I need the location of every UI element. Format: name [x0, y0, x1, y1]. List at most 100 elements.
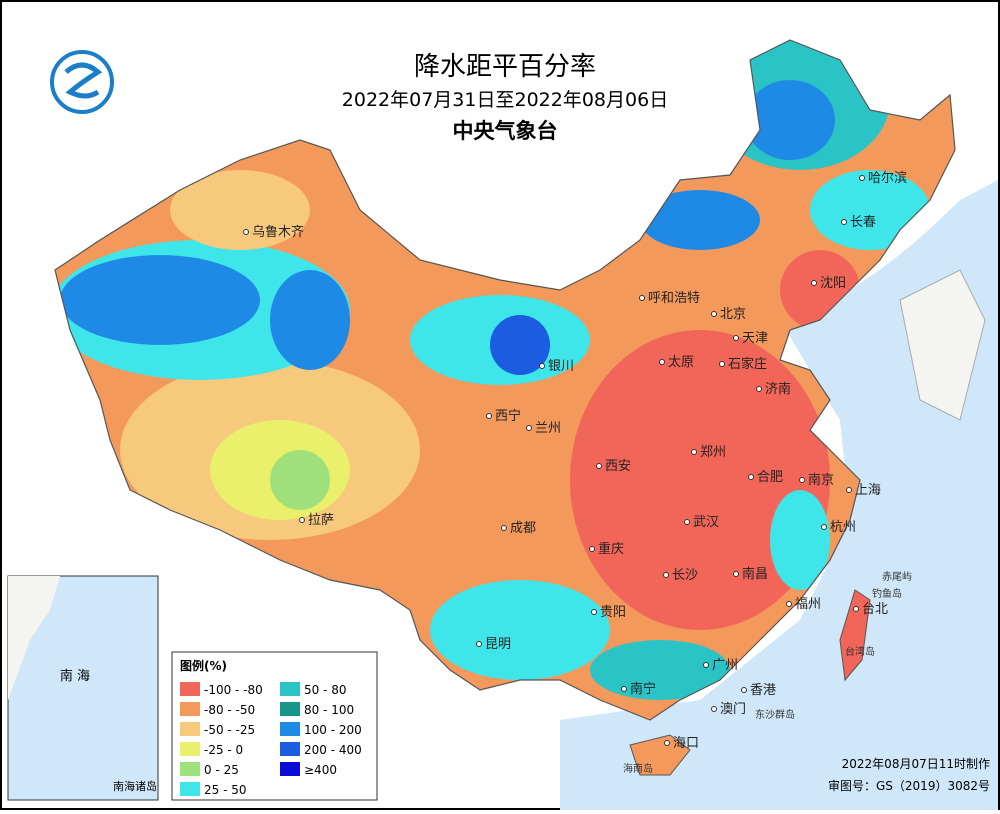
island-label: 钓鱼岛: [872, 587, 902, 600]
city-label: 郑州: [700, 445, 726, 460]
island-label: 东沙群岛: [755, 708, 795, 721]
city-label: 上海: [855, 483, 881, 498]
city-dot: [811, 280, 817, 286]
city-dot: [639, 295, 645, 301]
city-label: 天津: [742, 331, 768, 346]
city-label: 昆明: [485, 637, 511, 652]
city-label: 重庆: [598, 541, 624, 557]
legend-swatch: [180, 702, 200, 716]
city-dot: [691, 449, 697, 455]
city-label: 杭州: [830, 520, 856, 535]
city-dot: [859, 175, 865, 181]
legend-label: -100 - -80: [204, 683, 263, 697]
legend-swatch: [180, 762, 200, 776]
legend-label: ≥400: [304, 763, 337, 777]
field-blob: [490, 315, 550, 375]
legend-swatch: [280, 702, 300, 716]
legend-label: -50 - -25: [204, 723, 255, 737]
city-label: 哈尔滨: [868, 170, 907, 186]
field-blob: [60, 255, 260, 345]
footer-made: 2022年08月07日11时制作: [842, 757, 990, 771]
city-dot: [841, 219, 847, 225]
city-dot: [733, 335, 739, 341]
legend-label: 50 - 80: [304, 683, 347, 697]
island-label: 海南岛: [623, 762, 653, 775]
legend-swatch: [180, 782, 200, 796]
legend-swatch: [280, 762, 300, 776]
field-blob: [570, 330, 830, 630]
legend-title: 图例(%): [180, 658, 227, 673]
city-dot: [526, 425, 532, 431]
legend-label: 25 - 50: [204, 783, 247, 797]
city-dot: [299, 517, 305, 523]
city-label: 石家庄: [728, 356, 767, 372]
city-dot: [476, 641, 482, 647]
city-label: 太原: [668, 355, 694, 370]
field-blob: [590, 640, 730, 700]
logo-mark: [64, 62, 103, 99]
city-label: 乌鲁木齐: [252, 224, 304, 240]
city-label: 澳门: [720, 701, 746, 717]
city-dot: [243, 229, 249, 235]
city-label: 沈阳: [820, 276, 846, 291]
legend-swatch: [180, 722, 200, 736]
city-dot: [711, 706, 717, 712]
legend-swatch: [280, 722, 300, 736]
legend-label: 100 - 200: [304, 723, 362, 737]
legend: 图例(%): [171, 651, 378, 801]
city-label: 贵阳: [600, 605, 626, 620]
legend-box: [171, 651, 378, 801]
city-label: 银川: [548, 359, 574, 374]
city-label: 北京: [720, 307, 746, 322]
island-label: 赤尾屿: [882, 571, 912, 583]
city-dot: [748, 474, 754, 480]
legend-label: -25 - 0: [204, 743, 243, 757]
city-dot: [741, 687, 747, 693]
city-label: 南宁: [630, 681, 656, 697]
legend-label: -80 - -50: [204, 703, 255, 717]
legend-swatch: [180, 742, 200, 756]
city-label: 长沙: [672, 568, 698, 583]
legend-label: 200 - 400: [304, 743, 362, 757]
korea: [899, 269, 986, 421]
city-dot: [664, 740, 670, 746]
city-label: 长春: [850, 215, 876, 230]
subtitle: 2022年07月31日至2022年08月06日: [342, 89, 668, 111]
city-dot: [756, 386, 762, 392]
city-label: 福州: [795, 597, 821, 612]
city-dot: [486, 413, 492, 419]
ocean: [560, 180, 998, 810]
city-label: 海口: [673, 736, 699, 751]
city-label: 香港: [750, 683, 776, 698]
field-blob: [640, 190, 760, 250]
city-dot: [659, 359, 665, 365]
city-label: 合肥: [757, 470, 783, 485]
legend-swatch: [280, 742, 300, 756]
city-dot: [786, 601, 792, 607]
field-blob: [170, 170, 310, 250]
city-label: 广州: [712, 658, 738, 673]
city-label: 呼和浩特: [648, 291, 700, 306]
city-dot: [539, 363, 545, 369]
title: 降水距平百分率: [414, 52, 596, 82]
city-dot: [596, 463, 602, 469]
field-blob: [270, 270, 350, 370]
footer-approval: 审图号：GS（2019）3082号: [828, 778, 990, 793]
inset-label: 南海诸岛: [113, 779, 157, 793]
hainan: [629, 734, 691, 776]
city-label: 兰州: [535, 421, 561, 436]
taiwan: [839, 589, 871, 682]
field-blob: [745, 80, 835, 160]
city-label: 成都: [510, 521, 536, 536]
city-dot: [846, 487, 852, 493]
inset-sea: 南 海: [60, 668, 90, 684]
field-blob: [430, 580, 610, 680]
city-dot: [719, 361, 725, 367]
city-dot: [589, 546, 595, 552]
legend-label: 80 - 100: [304, 703, 354, 717]
city-dot: [821, 524, 827, 530]
island-label: 台湾岛: [845, 645, 875, 658]
city-dot: [799, 477, 805, 483]
legend-swatch: [280, 682, 300, 696]
city-dot: [591, 609, 597, 615]
